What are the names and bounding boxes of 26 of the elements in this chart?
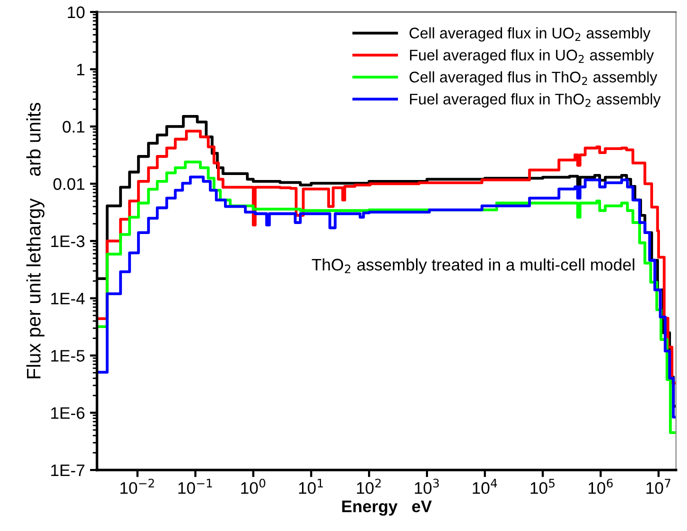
- y-axis-title: Flux per unit lethargy arb units: [26, 102, 44, 378]
- y-tick-label: 1E-6: [51, 407, 84, 419]
- legend-label: Fuel averaged flux in UO$_{2}$ assembly: [410, 49, 654, 64]
- legend-label: Fuel averaged flux in ThO$_{2}$ assembly: [410, 93, 661, 108]
- x-tick-label: 10$^{2}$: [357, 478, 381, 494]
- y-tick-label: 1E-3: [51, 235, 84, 248]
- y-tick-label: 0.1: [62, 120, 84, 133]
- y-tick-label: 1E-7: [51, 464, 84, 476]
- annotation: ThO$_{2}$ assembly treated in a multi-cell model: [312, 258, 634, 274]
- x-tick-label: 10$^{3}$: [414, 478, 439, 494]
- x-tick-label: 10$^{0}$: [241, 478, 266, 494]
- x-tick-label: 10$^{4}$: [472, 478, 498, 494]
- y-tick-label: 10: [68, 6, 85, 18]
- y-tick-label: 1E-5: [51, 350, 84, 362]
- x-tick-label: 10$^{−2}$: [120, 478, 154, 494]
- x-tick-label: 10$^{7}$: [646, 478, 670, 494]
- legend-label: Cell averaged flus in ThO$_{2}$ assembly: [410, 71, 658, 86]
- x-tick-label: 10$^{−1}$: [178, 478, 212, 494]
- y-tick-label: 1: [77, 64, 84, 76]
- x-tick-label: 10$^{5}$: [530, 478, 555, 494]
- x-tick-label: 10$^{1}$: [299, 478, 323, 494]
- y-tick-label: 0.01: [53, 178, 84, 190]
- x-tick-label: 10$^{6}$: [588, 478, 613, 494]
- legend-label: Cell averaged flux in UO$_{2}$ assembly: [410, 27, 650, 42]
- y-tick-label: 1E-4: [51, 292, 85, 304]
- x-axis-title: Energy eV: [342, 500, 432, 516]
